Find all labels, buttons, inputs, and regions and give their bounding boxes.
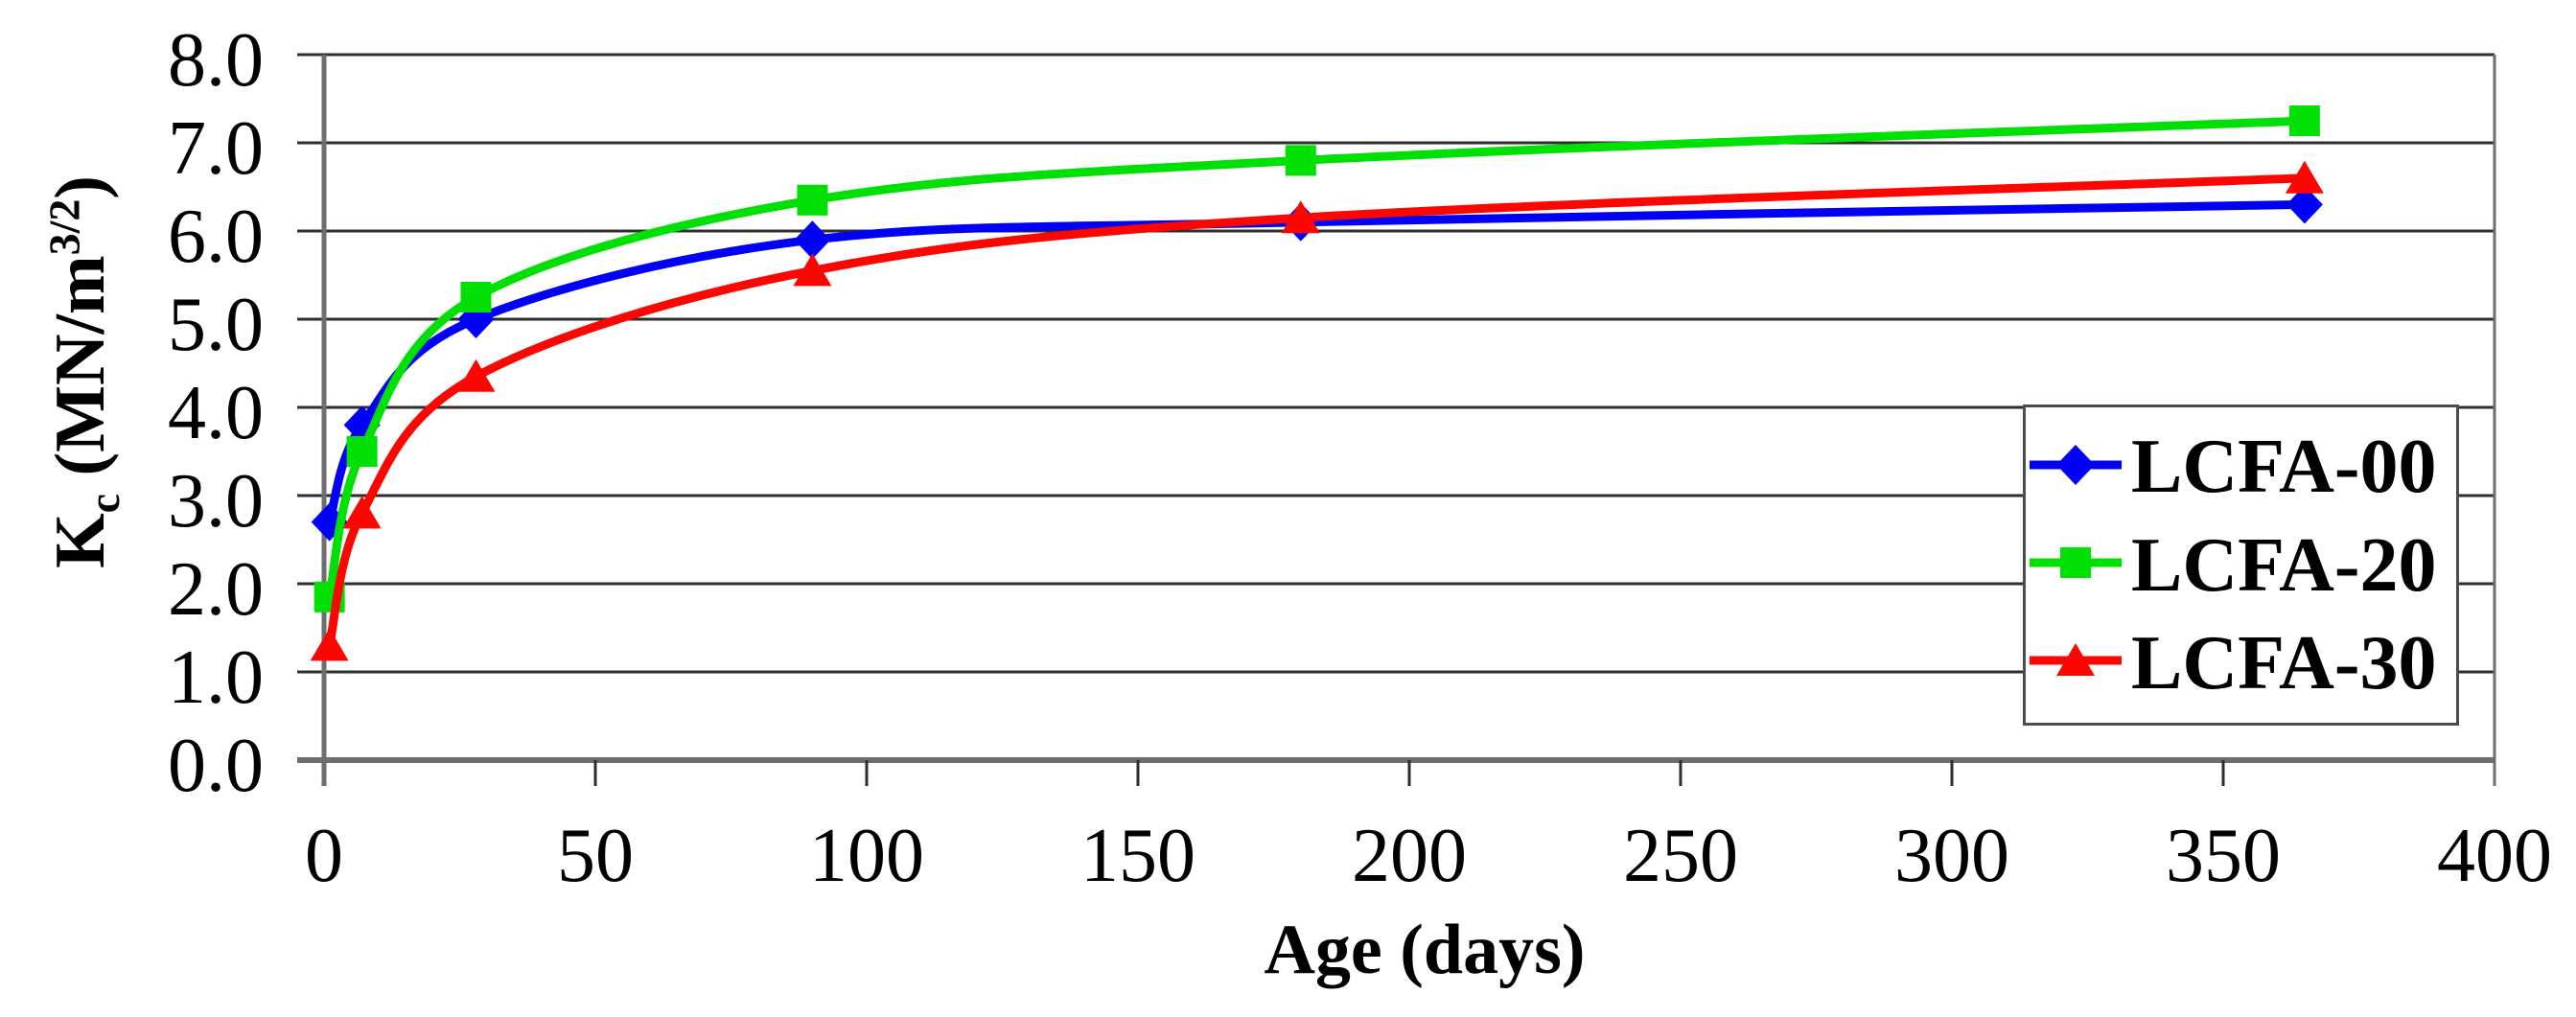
triangle-marker-icon xyxy=(2028,627,2123,699)
x-tick-label: 200 xyxy=(1352,814,1467,898)
x-tick-label: 150 xyxy=(1080,814,1195,898)
legend-item-lcfa-00: LCFA-00 xyxy=(2028,428,2456,505)
y-tick-label: 2.0 xyxy=(168,547,264,632)
y-tick-label: 1.0 xyxy=(168,636,264,720)
x-tick-label: 50 xyxy=(557,814,634,898)
diamond-marker-icon xyxy=(2030,444,2122,485)
data-point-diamond-marker xyxy=(2286,185,2323,224)
legend-label: LCFA-00 xyxy=(2131,425,2437,510)
square-marker-icon xyxy=(2030,547,2122,578)
y-axis-title-base: K xyxy=(41,513,120,568)
x-tick-label: 250 xyxy=(1623,814,1738,898)
x-axis-title: Age (days) xyxy=(1264,911,1586,989)
series-line-LCFA-20 xyxy=(325,116,2309,602)
data-point-triangle-marker xyxy=(310,628,349,661)
data-point-triangle-marker xyxy=(1281,200,1320,234)
data-point-square-marker xyxy=(1285,145,1316,176)
legend-item-lcfa-30: LCFA-30 xyxy=(2028,625,2456,702)
y-axis-title: Kc (MN/m3/2) xyxy=(39,175,128,568)
legend-label: LCFA-30 xyxy=(2131,620,2437,705)
y-tick-label: 5.0 xyxy=(168,283,264,367)
y-tick-label: 7.0 xyxy=(168,106,264,191)
data-point-triangle-marker xyxy=(342,496,382,529)
y-tick-label: 4.0 xyxy=(168,371,264,455)
legend: LCFA-00 LCFA-20 LCFA-30 xyxy=(2023,404,2459,726)
y-axis-title-end: ) xyxy=(41,175,120,199)
x-tick-label: 350 xyxy=(2166,814,2281,898)
x-tick-label: 400 xyxy=(2437,814,2552,898)
data-point-triangle-marker xyxy=(2285,160,2324,194)
data-point-square-marker xyxy=(2288,105,2320,136)
data-point-triangle-marker xyxy=(793,253,832,287)
y-tick-label: 6.0 xyxy=(168,195,264,279)
y-axis-title-subscript: c xyxy=(79,493,128,514)
data-point-square-marker xyxy=(460,282,492,312)
x-tick-label: 0 xyxy=(305,814,343,898)
y-axis-title-mid: (MN/m xyxy=(41,255,120,494)
diamond-marker-icon xyxy=(2028,431,2123,503)
series-line-LCFA-30 xyxy=(325,173,2309,650)
x-tick-label: 300 xyxy=(1894,814,2009,898)
y-axis-title-superscript: 3/2 xyxy=(39,198,89,256)
series-line-LCFA-00 xyxy=(325,199,2309,527)
data-point-square-marker xyxy=(346,436,378,467)
y-tick-label: 8.0 xyxy=(168,18,264,103)
triangle-marker-icon xyxy=(2030,643,2122,677)
data-point-diamond-marker xyxy=(794,220,831,260)
x-tick-label: 100 xyxy=(809,814,924,898)
square-marker-icon xyxy=(2028,529,2123,601)
legend-item-lcfa-20: LCFA-20 xyxy=(2028,527,2456,604)
data-point-square-marker xyxy=(797,184,828,216)
legend-label: LCFA-20 xyxy=(2131,522,2437,608)
y-tick-label: 3.0 xyxy=(168,459,264,543)
data-point-triangle-marker xyxy=(456,358,496,392)
y-tick-label: 0.0 xyxy=(168,724,264,808)
